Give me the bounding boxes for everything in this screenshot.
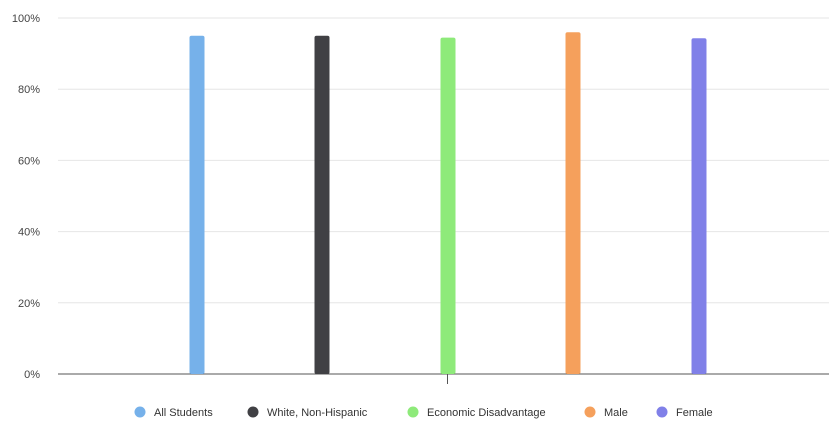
y-tick-label: 20% (18, 298, 40, 310)
bar-3 (565, 32, 581, 375)
legend-marker (656, 406, 668, 418)
y-tick-label: 0% (24, 369, 40, 381)
legend-label: White, Non-Hispanic (267, 407, 368, 419)
legend-label: Economic Disadvantage (427, 407, 546, 419)
legend-marker (584, 406, 596, 418)
legend-marker (247, 406, 259, 418)
y-tick-label: 80% (18, 84, 40, 96)
bar-2 (440, 37, 456, 374)
legend-marker (407, 406, 419, 418)
bar-4 (691, 38, 707, 375)
legend-label: Male (604, 407, 628, 419)
bar-1 (314, 35, 330, 375)
legend-label: Female (676, 407, 713, 419)
y-tick-label: 40% (18, 227, 40, 239)
legend-marker (134, 406, 146, 418)
legend-label: All Students (154, 407, 213, 419)
y-tick-label: 100% (12, 13, 40, 25)
bars (189, 32, 707, 375)
bar-0 (189, 35, 205, 375)
legend: All Students White, Non-Hispanic Economic … (134, 406, 713, 419)
y-tick-label: 60% (18, 155, 40, 167)
